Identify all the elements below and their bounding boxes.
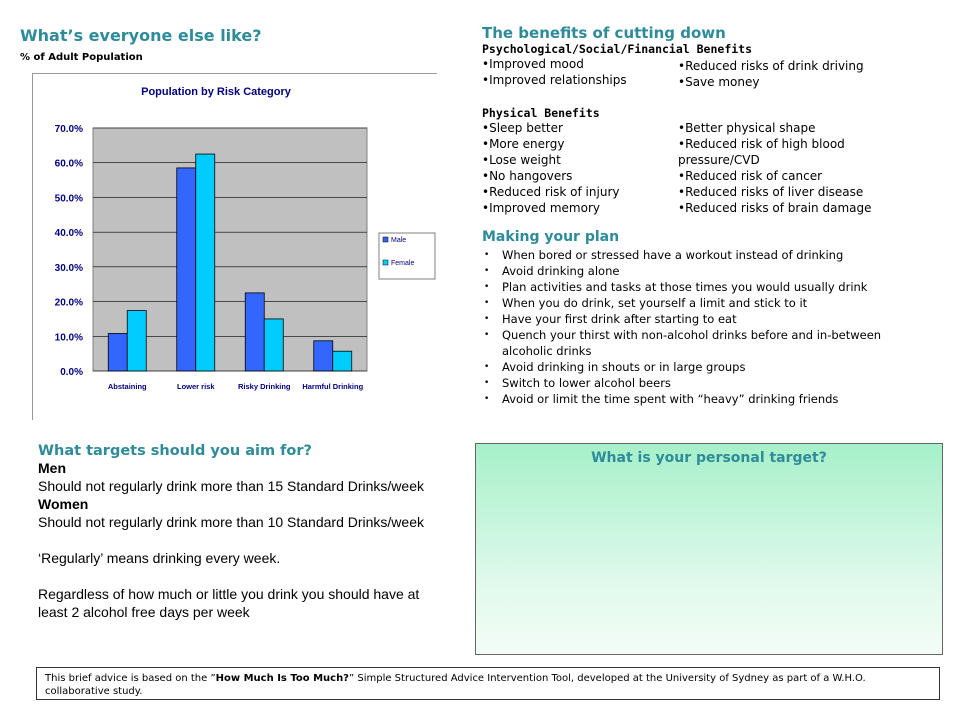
plan-item: When bored or stressed have a workout in…	[482, 247, 912, 263]
bar	[313, 340, 334, 372]
benefit-item: Improved memory	[482, 200, 672, 216]
y-tick-label: 40.0%	[55, 228, 83, 239]
benefit-item: More energy	[482, 136, 672, 152]
legend-swatch	[382, 236, 389, 243]
benefits-section: The benefits of cutting down Psychologic…	[482, 24, 942, 220]
physical-benefits-header: Physical Benefits	[482, 106, 600, 120]
footer-tool-name: How Much Is Too Much?	[215, 673, 349, 684]
women-target: Should not regularly drink more than 10 …	[38, 514, 424, 530]
plan-list: When bored or stressed have a workout in…	[482, 247, 912, 407]
benefit-item: Reduced risk of high blood pressure/CVD	[678, 136, 908, 168]
women-label: Women	[38, 496, 89, 512]
plan-item: Quench your thirst with non-alcohol drin…	[482, 327, 912, 359]
benefits-title: The benefits of cutting down	[482, 24, 726, 42]
personal-target-box[interactable]: What is your personal target?	[475, 443, 943, 655]
bar	[176, 167, 197, 372]
y-tick-label: 50.0%	[55, 193, 83, 204]
benefit-item: Sleep better	[482, 120, 672, 136]
x-tick-label: Harmful Drinking	[302, 382, 363, 391]
benefit-item: Reduced risks of drink driving	[678, 58, 908, 74]
legend-box	[378, 232, 436, 280]
bar	[195, 153, 216, 372]
plan-item: Avoid or limit the time spent with “heav…	[482, 391, 912, 407]
regularly-note: ‘Regularly’ means drinking every week.	[38, 550, 281, 566]
free-days-note: Regardless of how much or little you dri…	[38, 586, 420, 620]
benefit-item: No hangovers	[482, 168, 672, 184]
plan-item: When you do drink, set yourself a limit …	[482, 295, 912, 311]
targets-title: What targets should you aim for?	[38, 443, 312, 459]
psych-benefits-list-left: Improved moodImproved relationships	[482, 56, 672, 88]
benefit-item: Reduced risks of liver disease	[678, 184, 908, 200]
plan-section: Making your plan When bored or stressed …	[482, 229, 912, 407]
personal-target-title: What is your personal target?	[591, 450, 827, 466]
psych-benefits-header: Psychological/Social/Financial Benefits	[482, 42, 753, 56]
bar	[244, 292, 265, 372]
men-label: Men	[38, 460, 66, 476]
plan-item: Have your first drink after starting to …	[482, 311, 912, 327]
footer-prefix: This brief advice is based on the ”	[45, 673, 216, 684]
plan-item: Avoid drinking in shouts or in large gro…	[482, 359, 912, 375]
x-tick-label: Lower risk	[177, 382, 215, 391]
benefit-item: Better physical shape	[678, 120, 908, 136]
plan-title: Making your plan	[482, 229, 620, 245]
legend-swatch	[382, 259, 389, 266]
benefit-item: Reduced risk of injury	[482, 184, 672, 200]
chart-container: Population by Risk Category 0.0% 10.0% 20.0…	[32, 73, 437, 420]
plan-item: Plan activities and tasks at those times…	[482, 279, 912, 295]
plan-item: Avoid drinking alone	[482, 263, 912, 279]
x-tick-label: Risky Drinking	[238, 382, 291, 391]
y-tick-label: 10.0%	[55, 332, 83, 343]
y-tick-label: 30.0%	[55, 263, 83, 274]
benefit-item: Reduced risk of cancer	[678, 168, 908, 184]
bar	[107, 333, 128, 372]
targets-section: What targets should you aim for? Men Sho…	[38, 443, 448, 621]
bar	[126, 310, 147, 372]
bar	[263, 318, 284, 372]
bar	[332, 350, 353, 372]
physical-benefits-list-right: Better physical shapeReduced risk of hig…	[678, 120, 908, 216]
page-title: What’s everyone else like?	[20, 26, 262, 45]
y-tick-label: 20.0%	[55, 298, 83, 309]
benefit-item: Improved mood	[482, 56, 672, 72]
x-tick-label: Abstaining	[108, 382, 147, 391]
benefit-item: Reduced risks of brain damage	[678, 200, 908, 216]
plan-item: Switch to lower alcohol beers	[482, 375, 912, 391]
footer-note: This brief advice is based on the ”How M…	[36, 667, 940, 700]
psych-benefits-list-right: Reduced risks of drink drivingSave money	[678, 58, 908, 90]
y-tick-label: 60.0%	[55, 159, 83, 170]
benefit-item: Lose weight	[482, 152, 672, 168]
physical-benefits-list-left: Sleep betterMore energyLose weightNo han…	[482, 120, 672, 216]
benefit-item: Save money	[678, 74, 908, 90]
benefit-item: Improved relationships	[482, 72, 672, 88]
y-tick-label: 70.0%	[55, 124, 83, 135]
y-tick-label: 0.0%	[60, 367, 83, 378]
chart-caption: % of Adult Population	[20, 52, 143, 63]
footer-suffix: ” Simple Structured Advice Intervention …	[45, 673, 866, 697]
population-chart: Population by Risk Category 0.0% 10.0% 20.0…	[55, 86, 436, 391]
chart-title: Population by Risk Category	[141, 86, 292, 98]
men-target: Should not regularly drink more than 15 …	[38, 478, 424, 494]
legend-label: Male	[391, 237, 406, 244]
legend-label: Female	[391, 260, 414, 267]
